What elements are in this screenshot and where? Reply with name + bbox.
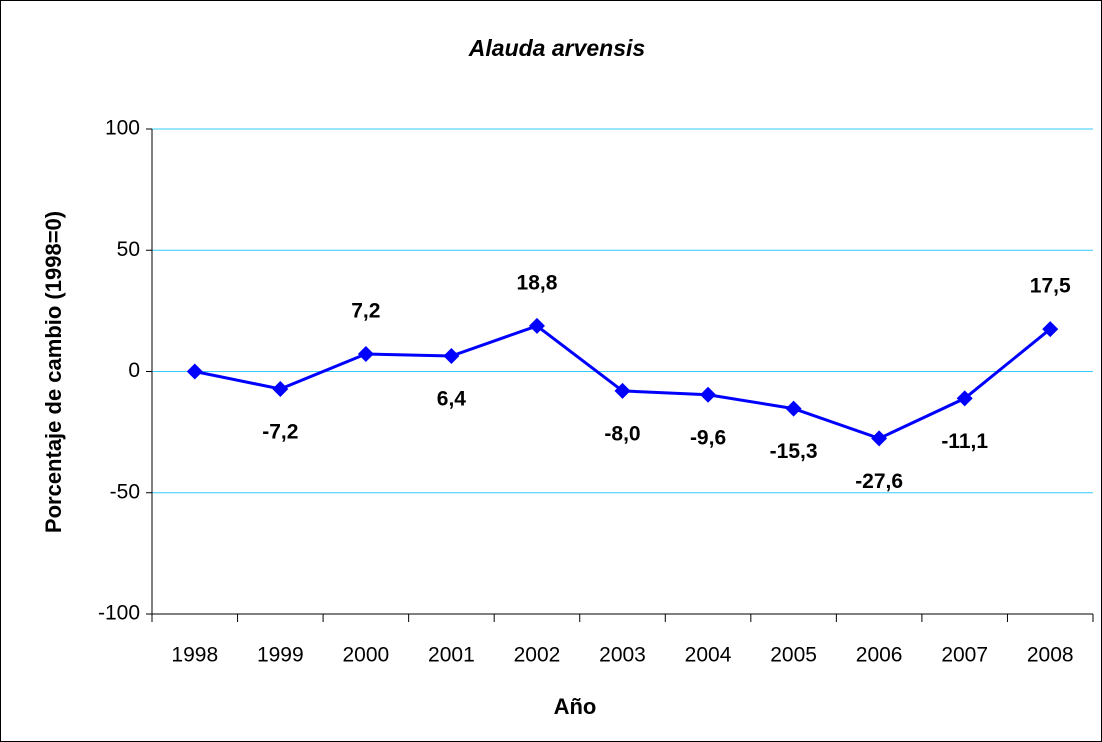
data-point — [785, 400, 802, 417]
x-tick-label: 2004 — [685, 644, 732, 667]
y-tick-label: -50 — [110, 480, 140, 503]
x-tick-label: 2005 — [770, 644, 817, 667]
x-tick-label: 1999 — [257, 644, 304, 667]
data-label: -9,6 — [690, 426, 726, 449]
data-point — [272, 380, 289, 397]
data-label: -11,1 — [941, 430, 988, 453]
data-point — [1042, 321, 1059, 338]
data-label: 6,4 — [437, 388, 467, 411]
x-tick-label: 2007 — [941, 644, 988, 667]
y-axis-label: Porcentaje de cambio (1998=0) — [41, 211, 66, 533]
y-tick-label: 0 — [128, 359, 140, 382]
data-point — [528, 317, 545, 334]
data-point — [614, 382, 631, 399]
data-label: -7,2 — [262, 421, 298, 444]
x-tick-label: 2001 — [428, 644, 475, 667]
data-label: 18,8 — [517, 271, 558, 294]
y-tick-label: -100 — [98, 602, 140, 625]
data-label: -27,6 — [855, 470, 903, 493]
x-axis-label: Año — [554, 694, 597, 719]
x-tick-label: 1998 — [171, 644, 218, 667]
data-label: -15,3 — [770, 440, 818, 463]
data-point — [186, 363, 203, 380]
x-tick-label: 2008 — [1027, 644, 1074, 667]
data-label: 7,2 — [351, 300, 380, 323]
data-label: -8,0 — [604, 422, 640, 445]
x-tick-label: 2000 — [343, 644, 390, 667]
x-tick-label: 2003 — [599, 644, 646, 667]
data-label: 17,5 — [1030, 275, 1071, 298]
data-point — [357, 346, 374, 363]
chart-title: Alauda arvensis — [468, 35, 645, 61]
x-tick-label: 2006 — [856, 644, 903, 667]
y-tick-label: 50 — [117, 238, 140, 261]
data-point — [871, 430, 888, 447]
data-point — [443, 347, 460, 364]
y-tick-label: 100 — [105, 117, 140, 140]
data-point — [956, 390, 973, 407]
x-tick-label: 2002 — [514, 644, 561, 667]
data-point — [700, 386, 717, 403]
